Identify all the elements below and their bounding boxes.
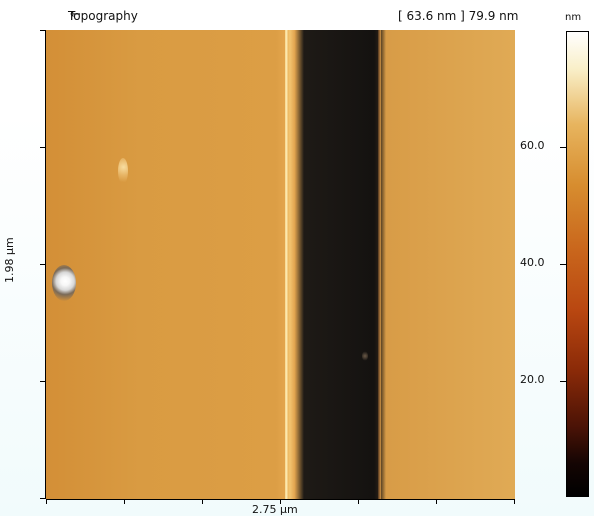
surface-particle bbox=[118, 158, 128, 184]
x-axis-tick bbox=[280, 499, 281, 504]
colorbar-tick bbox=[560, 147, 566, 148]
x-axis-label: 2.75 µm bbox=[252, 503, 298, 516]
y-axis-tick bbox=[40, 30, 45, 31]
topography-image[interactable] bbox=[46, 30, 515, 499]
y-axis-tick bbox=[40, 498, 45, 499]
colorbar-label-60: 60.0 bbox=[520, 139, 545, 152]
trench-particle bbox=[362, 351, 368, 361]
height-colorbar bbox=[566, 31, 589, 497]
colorbar-tick bbox=[560, 381, 566, 382]
x-axis-tick bbox=[358, 499, 359, 504]
x-axis-tick bbox=[514, 499, 515, 504]
panel-title: ← Topography bbox=[68, 7, 138, 24]
y-axis-tick bbox=[40, 264, 45, 265]
colorbar-label-20: 20.0 bbox=[520, 373, 545, 386]
colorbar-tick bbox=[560, 264, 566, 265]
colorbar-unit: nm bbox=[565, 12, 582, 23]
left-arrow-icon: ← bbox=[70, 7, 81, 22]
y-axis-tick bbox=[40, 381, 45, 382]
colorbar-label-40: 40.0 bbox=[520, 256, 545, 269]
y-axis-line bbox=[45, 30, 46, 499]
y-axis-label: 1.98 µm bbox=[3, 237, 16, 283]
y-axis-tick bbox=[40, 147, 45, 148]
x-axis-tick bbox=[46, 499, 47, 504]
panel-title-text: Topography bbox=[68, 9, 138, 23]
trench-edge bbox=[378, 30, 381, 499]
bright-ridge bbox=[285, 30, 288, 499]
x-axis-tick bbox=[124, 499, 125, 504]
height-range-text: [ 63.6 nm ] 79.9 nm bbox=[398, 9, 519, 23]
x-axis-tick bbox=[436, 499, 437, 504]
surface-particle-bright bbox=[52, 265, 76, 301]
x-axis-tick bbox=[202, 499, 203, 504]
